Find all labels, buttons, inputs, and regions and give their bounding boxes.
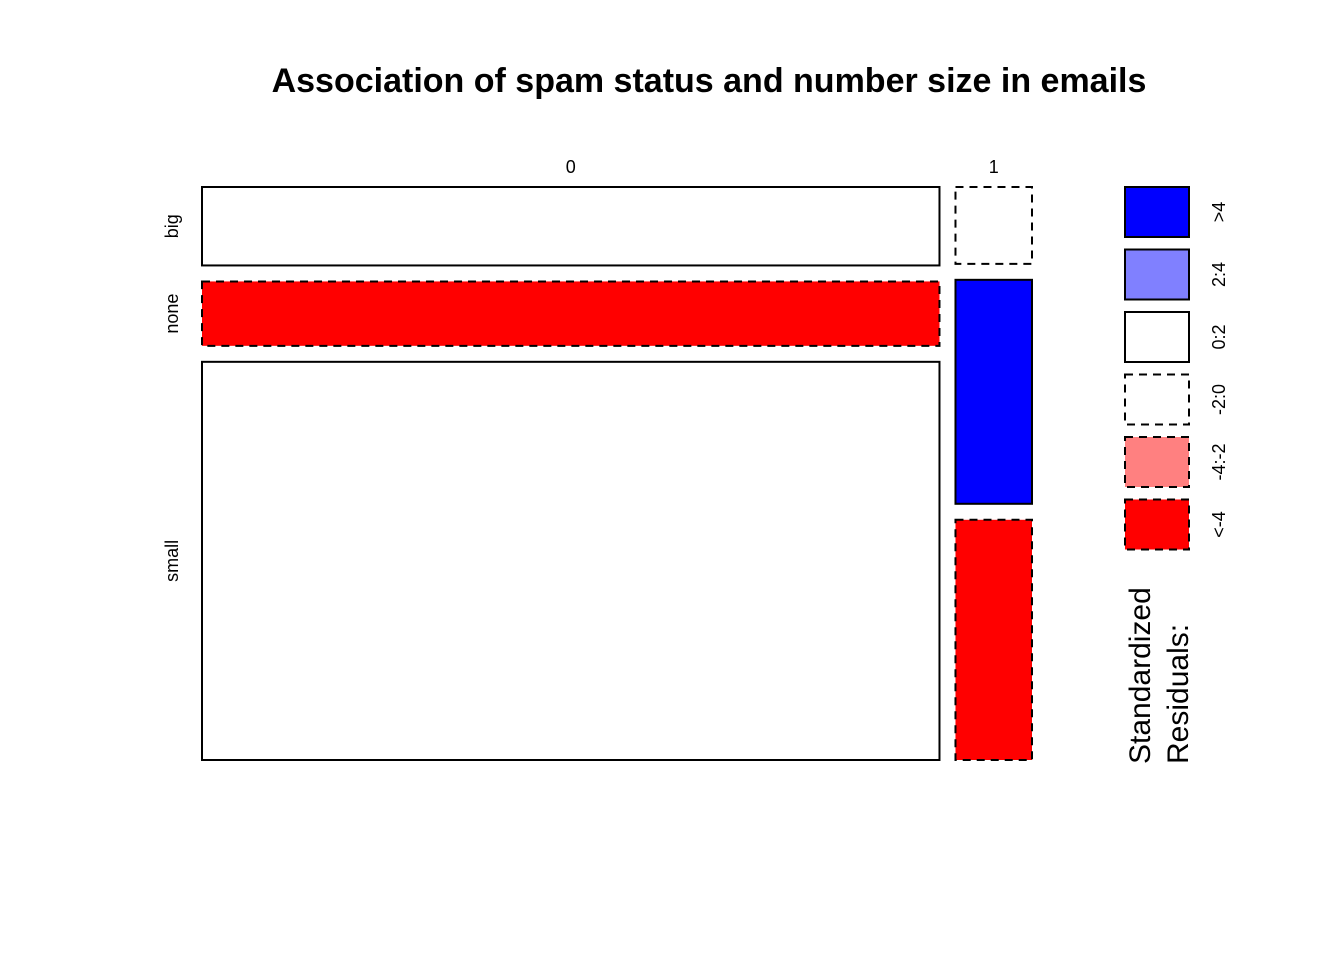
legend-label-1: 2:4 [1209, 262, 1229, 287]
legend-swatch-0 [1124, 186, 1190, 238]
legend-swatch-5 [1124, 498, 1190, 551]
tile-0-big [201, 186, 941, 267]
legend-swatch-3 [1124, 373, 1190, 426]
mosaic-tiles [201, 186, 1034, 762]
legend-title-line-0: Standardized [1124, 587, 1157, 764]
legend-swatch-1 [1124, 248, 1190, 301]
tile-0-small [201, 360, 941, 761]
legend-label-5: <-4 [1209, 511, 1229, 538]
chart-title: Association of spam status and number si… [272, 62, 1147, 100]
row-label-small: small [162, 540, 182, 582]
row-label-big: big [162, 214, 182, 238]
row-label-none: none [162, 294, 182, 334]
tile-0-none [201, 280, 941, 347]
column-label-0: 0 [566, 157, 576, 177]
tile-1-small [954, 518, 1034, 762]
residuals-legend: >4 2:4 0:2 -2:0 -4:-2 <-4 Standardized Residual… [1124, 186, 1229, 764]
legend-label-2: 0:2 [1209, 324, 1229, 349]
tile-1-none [954, 278, 1034, 505]
legend-swatch-2 [1124, 311, 1190, 363]
legend-label-3: -2:0 [1209, 384, 1229, 415]
column-label-1: 1 [989, 157, 999, 177]
legend-swatch-4 [1124, 436, 1190, 488]
row-labels: big none small [162, 214, 182, 582]
tile-1-big [954, 186, 1034, 265]
legend-label-0: >4 [1209, 202, 1229, 223]
legend-label-4: -4:-2 [1209, 443, 1229, 480]
legend-title-line-1: Residuals: [1162, 624, 1195, 764]
